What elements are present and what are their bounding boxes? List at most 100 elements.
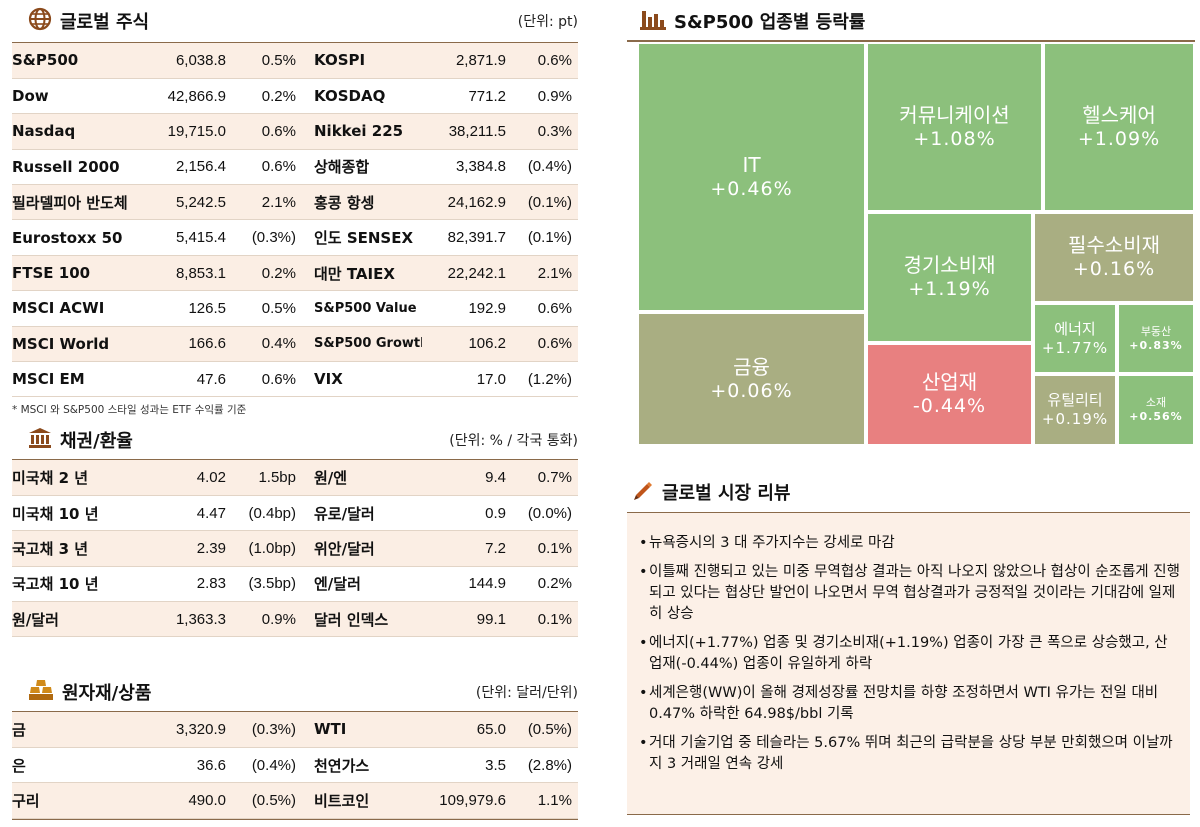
tile-energy-name: 에너지 (1054, 319, 1096, 338)
divider (12, 711, 578, 712)
table-row: 구리 490.0 (0.5%) 비트코인 109,979.6 1.1% (12, 782, 578, 819)
divider (12, 42, 578, 43)
row-change: 0.1% (512, 601, 578, 638)
row-change: (3.5bp) (232, 566, 302, 603)
row-value: 2,871.9 (422, 43, 512, 79)
row-value: 17.0 (422, 361, 512, 398)
row-value: 2.83 (152, 566, 232, 603)
row-value: 4.02 (152, 460, 232, 496)
table-row: 금 3,320.9 (0.3%) WTI 65.0 (0.5%) (12, 712, 578, 748)
row-value: 6,038.8 (152, 43, 232, 79)
bullet: • (639, 535, 648, 551)
row-change: 0.6% (232, 361, 302, 398)
row-label: 은 (12, 747, 152, 784)
tile-consumer-staples-value: +0.16% (1072, 258, 1156, 281)
tile-communication: 커뮤니케이션 +1.08% (866, 42, 1043, 212)
row-change: (0.3%) (232, 712, 302, 748)
row-value: 47.6 (152, 361, 232, 398)
tile-healthcare-value: +1.09% (1077, 127, 1161, 150)
row-value: 126.5 (152, 290, 232, 327)
row-label: WTI (302, 712, 422, 748)
row-label: 미국채 10 년 (12, 495, 152, 532)
review-item-text: 이틀째 진행되고 있는 미중 무역협상 결과는 아직 나오지 않았으나 협상이 … (649, 564, 1180, 622)
row-value: 42,866.9 (152, 78, 232, 115)
tile-consumer-discretionary-value: +1.19% (908, 278, 991, 301)
row-change: (0.4%) (512, 149, 578, 186)
row-change: 0.7% (512, 460, 578, 496)
bank-icon (28, 427, 52, 453)
row-value: 1,363.3 (152, 601, 232, 638)
row-label: 상해종합 (302, 149, 422, 186)
row-change: (0.5%) (232, 782, 302, 819)
row-value: 771.2 (422, 78, 512, 115)
row-value: 4.47 (152, 495, 232, 532)
tile-financials-name: 금융 (733, 354, 770, 379)
globe-icon (28, 7, 52, 35)
table-row: 국고채 3 년 2.39 (1.0bp) 위안/달러 7.2 0.1% (12, 530, 578, 567)
table-row: 국고채 10 년 2.83 (3.5bp) 엔/달러 144.9 0.2% (12, 566, 578, 603)
row-change: 1.5bp (232, 460, 302, 496)
commodities-unit: (단위: 달러/단위) (475, 685, 578, 701)
tile-energy: 에너지 +1.77% (1033, 303, 1117, 374)
row-change: 0.2% (232, 255, 302, 292)
row-label: 인도 SENSEX (302, 219, 422, 256)
row-change: 0.6% (512, 326, 578, 363)
table-row: 미국채 2 년 4.02 1.5bp 원/엔 9.4 0.7% (12, 460, 578, 496)
review-item-text: 뉴욕증시의 3 대 주가지수는 강세로 마감 (649, 535, 895, 551)
row-label: 천연가스 (302, 747, 422, 784)
row-value: 2,156.4 (152, 149, 232, 186)
commodities-title: 원자재/상품 (62, 683, 152, 704)
row-label: S&P500 Value (302, 290, 422, 327)
tile-it: IT +0.46% (637, 42, 866, 312)
table-row: Dow 42,866.9 0.2% KOSDAQ 771.2 0.9% (12, 78, 578, 115)
tile-consumer-discretionary-name: 경기소비재 (903, 253, 996, 278)
row-label: 위안/달러 (302, 530, 422, 567)
row-change: 0.2% (232, 78, 302, 115)
row-label: MSCI EM (12, 361, 152, 398)
sector-header: S&P500 업종별 등락률 (640, 6, 1190, 36)
tile-communication-value: +1.08% (913, 127, 996, 150)
bullet: • (639, 735, 648, 751)
tile-real-estate: 부동산 +0.83% (1117, 303, 1195, 374)
global-stocks-header: 글로벌 주식 (단위: pt) (28, 6, 578, 36)
bonds-fx-title: 채권/환율 (60, 431, 133, 452)
review-item-text: 에너지(+1.77%) 업종 및 경기소비재(+1.19%) 업종이 가장 큰 … (649, 635, 1168, 672)
review-item-text: 거대 기술기업 중 테슬라는 5.67% 뛰며 최근의 급락분을 상당 부분 만… (649, 735, 1173, 772)
row-value: 2.39 (152, 530, 232, 567)
global-stocks-footnote: * MSCI 와 S&P500 스타일 성과는 ETF 수익률 기준 (12, 404, 247, 416)
divider (12, 819, 578, 820)
table-row: 미국채 10 년 4.47 (0.4bp) 유로/달러 0.9 (0.0%) (12, 495, 578, 532)
row-label: 국고채 3 년 (12, 530, 152, 567)
row-label: Eurostoxx 50 (12, 219, 152, 256)
row-value: 109,979.6 (422, 782, 512, 819)
bullet: • (639, 685, 648, 701)
review-item: • 뉴욕증시의 3 대 주가지수는 강세로 마감 (639, 533, 1180, 554)
row-label: FTSE 100 (12, 255, 152, 292)
review-item-text: 세계은행(WW)이 올해 경제성장률 전망치를 하향 조정하면서 WTI 유가는… (649, 685, 1159, 722)
row-value: 192.9 (422, 290, 512, 327)
tile-energy-value: +1.77% (1041, 338, 1109, 357)
sector-treemap: IT +0.46% 금융 +0.06% 커뮤니케이션 +1.08% 헬스케어 +… (627, 42, 1195, 446)
row-change: 0.6% (512, 43, 578, 79)
row-value: 3.5 (422, 747, 512, 784)
row-value: 19,715.0 (152, 113, 232, 150)
row-label: 필라델피아 반도체 (12, 184, 152, 221)
bonds-fx-header: 채권/환율 (단위: % / 각국 통화) (28, 425, 578, 455)
row-label: 원/달러 (12, 601, 152, 638)
row-value: 144.9 (422, 566, 512, 603)
row-label: KOSPI (302, 43, 422, 79)
tile-utilities: 유틸리티 +0.19% (1033, 374, 1117, 446)
review-item: • 에너지(+1.77%) 업종 및 경기소비재(+1.19%) 업종이 가장 큰… (639, 633, 1180, 675)
tile-real-estate-name: 부동산 (1140, 324, 1172, 338)
row-value: 166.6 (152, 326, 232, 363)
row-label: 비트코인 (302, 782, 422, 819)
tile-consumer-discretionary: 경기소비재 +1.19% (866, 212, 1033, 343)
row-change: 2.1% (232, 184, 302, 221)
row-change: (1.0bp) (232, 530, 302, 567)
row-value: 65.0 (422, 712, 512, 748)
row-change: 0.1% (512, 530, 578, 567)
row-value: 5,415.4 (152, 219, 232, 256)
review-item: • 거대 기술기업 중 테슬라는 5.67% 뛰며 최근의 급락분을 상당 부분 … (639, 733, 1180, 775)
row-label: VIX (302, 361, 422, 398)
row-label: 미국채 2 년 (12, 460, 152, 496)
